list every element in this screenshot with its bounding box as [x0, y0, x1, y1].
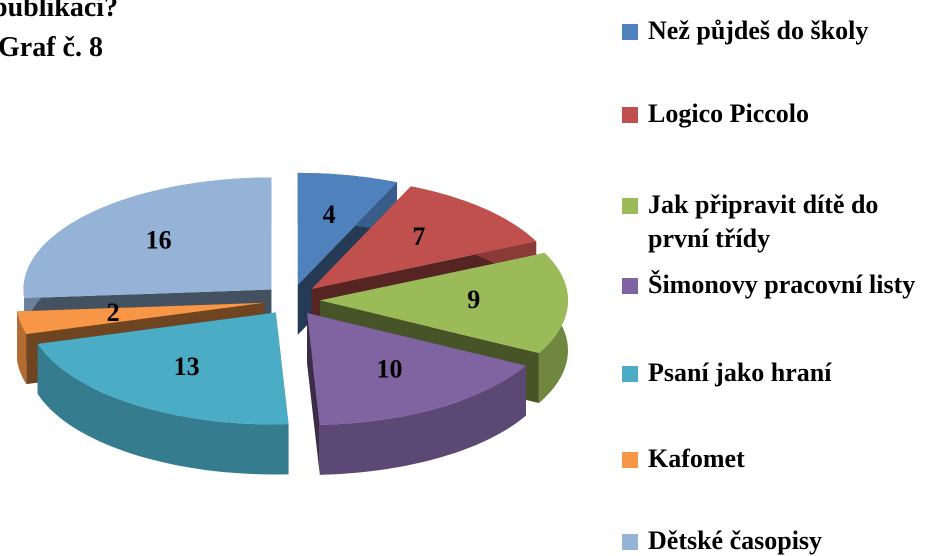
slice-top: [297, 172, 398, 285]
slice-top: [311, 186, 537, 289]
legend-item: Psaní jako hraní: [622, 356, 932, 390]
slice-side: [37, 343, 289, 475]
legend-swatch: [622, 107, 638, 123]
legend-label: Dětské časopisy: [648, 526, 823, 555]
legend-label: Jak připravit dítě do první třídy: [648, 190, 879, 253]
legend-swatch: [622, 534, 638, 550]
data-label: 4: [323, 200, 336, 229]
slice-top: [37, 312, 289, 425]
data-label: 13: [174, 352, 200, 381]
data-label: 7: [412, 222, 425, 251]
chart: publikací? Graf č. 8 4 7 9 10 13 2 16: [0, 0, 568, 475]
legend-label: Kafomet: [648, 444, 745, 473]
legend-item: Než půjdeš do školy: [622, 14, 932, 48]
legend-swatch: [622, 278, 638, 294]
slice-side: [17, 311, 27, 385]
data-label: 2: [107, 298, 120, 327]
legend-label: Než půjdeš do školy: [648, 16, 869, 45]
legend-label: Psaní jako hraní: [648, 358, 832, 387]
legend-item: Jak připravit dítě do první třídy: [622, 188, 932, 256]
legend-label: Logico Piccolo: [648, 99, 810, 128]
legend-item: Logico Piccolo: [622, 97, 932, 131]
legend-item: Šimonovy pracovní listy: [622, 268, 932, 302]
slice-top: [307, 312, 526, 425]
legend-item: Dětské časopisy: [622, 524, 932, 556]
slice-top: [23, 177, 272, 299]
legend-swatch: [622, 198, 638, 214]
pie-slice: [307, 312, 526, 475]
legend-swatch: [622, 452, 638, 468]
chart-title: Graf č. 8: [0, 32, 103, 63]
legend-swatch: [622, 366, 638, 382]
pie-slice: [37, 312, 289, 475]
legend-swatch: [622, 24, 638, 40]
data-label: 10: [377, 355, 403, 384]
slice-wall: [307, 312, 320, 475]
slice-side: [319, 365, 526, 475]
legend-label: Šimonovy pracovní listy: [648, 270, 916, 299]
chart-title: publikací?: [0, 0, 118, 23]
data-label: 16: [146, 225, 172, 254]
slice-top: [319, 252, 568, 354]
data-label: 9: [467, 285, 480, 314]
legend-item: Kafomet: [622, 442, 932, 476]
slice-top: [17, 302, 265, 335]
